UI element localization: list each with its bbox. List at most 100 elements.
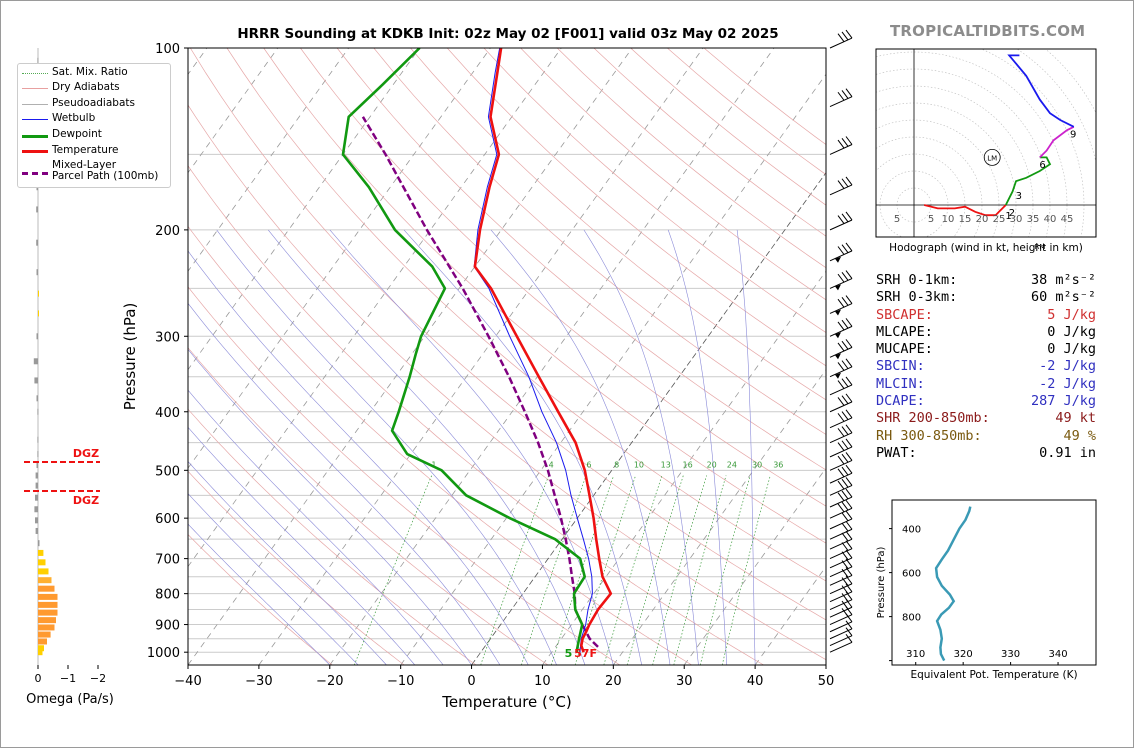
- wind-barb-flag: [845, 176, 853, 186]
- wind-barb-flag: [845, 88, 853, 97]
- stat-label: MLCAPE:: [876, 323, 933, 340]
- legend-line-temperature: [22, 150, 48, 153]
- wind-barb-pennant: [835, 372, 841, 379]
- wind-barb-flag: [845, 464, 853, 474]
- wind-barb-staff: [829, 417, 853, 429]
- dry-adiabat: [263, 48, 826, 544]
- x-tick-label: −30: [245, 674, 272, 689]
- wind-barb-flag: [845, 558, 853, 568]
- x-tick-label: −10: [387, 674, 414, 689]
- pseudoadiabat: [188, 348, 472, 665]
- dgz-label: DGZ: [73, 447, 99, 460]
- wind-barb-flag: [837, 298, 845, 308]
- dry-adiabat: [190, 48, 826, 621]
- wind-barb-flag: [845, 242, 853, 252]
- omega-bar: [38, 649, 43, 656]
- temperature-line: [473, 48, 613, 653]
- stat-value: 38 m²s⁻²: [1030, 272, 1096, 288]
- wind-barb-flag: [837, 91, 845, 101]
- wind-barb-flag: [837, 215, 845, 224]
- mixing-ratio-label: 6: [586, 460, 591, 469]
- y-tick-label: 300: [155, 330, 180, 345]
- dgz-label: DGZ: [73, 494, 99, 507]
- wind-barb-flag: [837, 492, 845, 501]
- wind-barb-staff: [829, 346, 853, 358]
- legend-sat-mix: Sat. Mix. Ratio: [52, 66, 128, 78]
- dry-adiabat: [188, 165, 764, 665]
- legend-line-dewpoint: [22, 135, 48, 138]
- wind-barb-staff: [829, 432, 853, 444]
- isotherm: [613, 368, 826, 665]
- thetae-x-tick-label: 330: [1001, 649, 1020, 660]
- omega-bar: [38, 631, 51, 638]
- wind-barb-flag: [845, 510, 853, 520]
- wind-barb-staff: [829, 591, 853, 603]
- wind-barb-flag: [845, 520, 853, 530]
- legend-dry-adiabats: Dry Adiabats: [52, 81, 120, 93]
- wind-barb-staff: [829, 96, 853, 108]
- wind-barb-flag: [845, 136, 853, 145]
- wind-barb-flag: [845, 211, 853, 221]
- isotherm: [471, 172, 826, 665]
- x-tick-label: 20: [605, 674, 622, 689]
- pseudoadiabat: [188, 523, 331, 665]
- omega-bar: [35, 472, 38, 479]
- wind-barb-staff: [829, 641, 853, 653]
- wind-barb-flag: [841, 453, 849, 463]
- x-tick-label: 50: [818, 674, 835, 689]
- hodo-x-tick-label: 5: [928, 214, 934, 225]
- skewt-frame: [187, 47, 827, 666]
- stat-label: SRH 0-1km:: [876, 272, 958, 288]
- thetae-x-tick-label: 320: [954, 649, 973, 660]
- omega-bar: [38, 540, 40, 547]
- wind-barb-flag: [845, 606, 853, 615]
- wind-barb-staff: [829, 325, 853, 337]
- wind-barb-flag: [837, 139, 845, 149]
- omega-bar: [36, 462, 38, 469]
- y-tick-label: 100: [155, 42, 180, 57]
- wind-barb-flag: [845, 318, 853, 327]
- wind-barb-flag: [841, 31, 849, 41]
- mixing-ratio-label: 8: [614, 460, 619, 469]
- stat-value: 0 J/kg: [1047, 323, 1096, 340]
- omega-x-tick-label: 0: [35, 672, 42, 685]
- mixing-ratio-label: 10: [634, 460, 644, 469]
- legend-line-parcel: [22, 172, 48, 175]
- pseudoadiabat: [188, 426, 416, 665]
- stat-value: 49 %: [1063, 427, 1096, 444]
- wind-barb-flag: [845, 583, 853, 593]
- parcel-path-line: [361, 116, 599, 648]
- wind-barb-staff: [829, 472, 853, 484]
- sounding-title: HRRR Sounding at KDKB Init: 02z May 02 […: [237, 26, 779, 42]
- stat-value: 49 kt: [1055, 410, 1096, 427]
- pseudoadiabat: [736, 229, 756, 665]
- wind-barb-flag: [841, 244, 849, 253]
- wind-barb-flag: [845, 591, 853, 600]
- omega-bar: [38, 601, 58, 608]
- omega-bar: [38, 638, 47, 645]
- legend-pseudoadiabats: Pseudoadiabats: [52, 97, 135, 109]
- wind-barb-staff: [829, 484, 853, 496]
- wind-barb-staff: [829, 278, 853, 289]
- stat-value: 60 m²s⁻²: [1030, 289, 1096, 306]
- legend-wetbulb: Wetbulb: [52, 112, 96, 124]
- hodo-x-tick-label: 20: [976, 214, 989, 225]
- surface-temp-label: 57F: [574, 647, 597, 660]
- wind-barb-flag: [845, 376, 853, 386]
- wind-barb-flag: [841, 360, 849, 369]
- wind-barb-staff: [829, 574, 853, 586]
- omega-bar: [36, 206, 38, 213]
- wind-barb-flag: [845, 530, 853, 540]
- hodo-frame: [875, 48, 1097, 238]
- wind-barb-staff: [829, 599, 853, 611]
- wind-barb-flag: [845, 424, 853, 434]
- omega-bar: [35, 494, 38, 501]
- wind-barb-pennant: [835, 353, 841, 360]
- thetae-y-tick-label: 600: [902, 569, 921, 580]
- wind-barb-flag: [837, 273, 845, 283]
- stat-label: MLCIN:: [876, 375, 925, 392]
- wind-barb-flag: [845, 393, 853, 403]
- hodo-height-label: 6: [1039, 160, 1045, 171]
- legend-dewpoint: Dewpoint: [52, 128, 102, 140]
- wind-barb-flag: [837, 362, 845, 371]
